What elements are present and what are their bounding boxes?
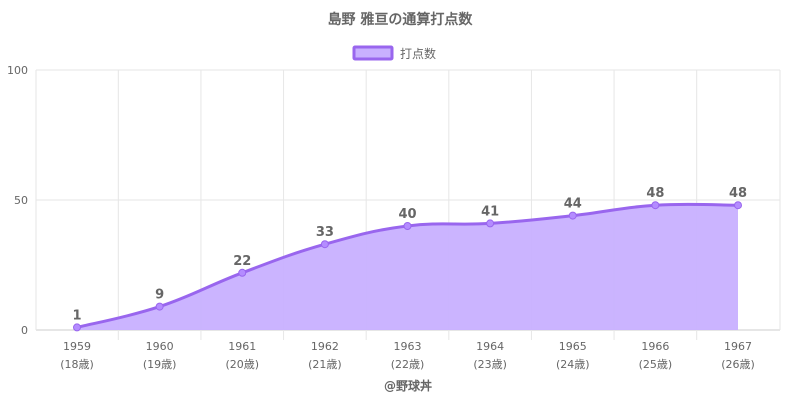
data-label: 44: [564, 197, 582, 212]
y-tick-label: 50: [14, 194, 28, 207]
x-tick-age-label: (20歳): [225, 358, 259, 371]
x-tick-label: 1965: [559, 340, 587, 353]
x-tick-label: 1960: [146, 340, 174, 353]
data-point: [155, 302, 164, 311]
x-tick-label: 1966: [641, 340, 669, 353]
legend-label: 打点数: [400, 46, 436, 61]
chart-title: 島野 雅亘の通算打点数: [328, 11, 474, 28]
grid: [35, 69, 781, 340]
x-tick-age-label: (24歳): [556, 358, 590, 371]
data-label: 48: [729, 186, 747, 201]
series-area: [77, 204, 738, 330]
x-tick-label: 1963: [394, 340, 422, 353]
x-tick-label: 1964: [476, 340, 504, 353]
x-tick-label: 1959: [63, 340, 91, 353]
y-tick-label: 0: [21, 324, 28, 337]
x-tick-label: 1961: [228, 340, 256, 353]
x-tick-age-label: (26歳): [721, 358, 755, 371]
chart-footer: @野球丼: [384, 378, 432, 393]
y-tick-label: 100: [7, 64, 28, 77]
x-tick-age-label: (25歳): [639, 358, 673, 371]
data-point: [568, 211, 577, 220]
data-label: 1: [72, 308, 81, 323]
x-tick-age-label: (19歳): [143, 358, 177, 371]
x-tick-age-label: (22歳): [391, 358, 425, 371]
data-label: 41: [481, 204, 499, 219]
x-tick-age-label: (21歳): [308, 358, 342, 371]
data-label: 40: [398, 207, 416, 222]
data-point: [73, 323, 81, 332]
data-point: [486, 219, 495, 228]
data-point: [320, 240, 329, 249]
data-point: [651, 201, 660, 210]
series: 1 9 22 33 40 41 44 48 48: [72, 186, 747, 332]
data-label: 22: [233, 254, 251, 269]
data-point: [238, 268, 247, 277]
x-tick-age-label: (23歳): [473, 358, 507, 371]
data-point: [734, 201, 742, 210]
data-label: 33: [316, 225, 334, 240]
data-label: 9: [155, 288, 164, 303]
x-tick-label: 1967: [724, 340, 752, 353]
x-tick-age-label: (18歳): [60, 358, 94, 371]
data-label: 48: [646, 186, 664, 201]
data-point: [403, 222, 412, 230]
legend: 打点数: [352, 45, 436, 61]
legend-swatch: [352, 45, 394, 61]
x-tick-label: 1962: [311, 340, 339, 353]
x-axis: 1959 (18歳) 1960 (19歳) 1961 (20歳) 1962 (21歳) 1963…: [60, 340, 755, 371]
y-axis: 0 50 100: [7, 64, 28, 337]
